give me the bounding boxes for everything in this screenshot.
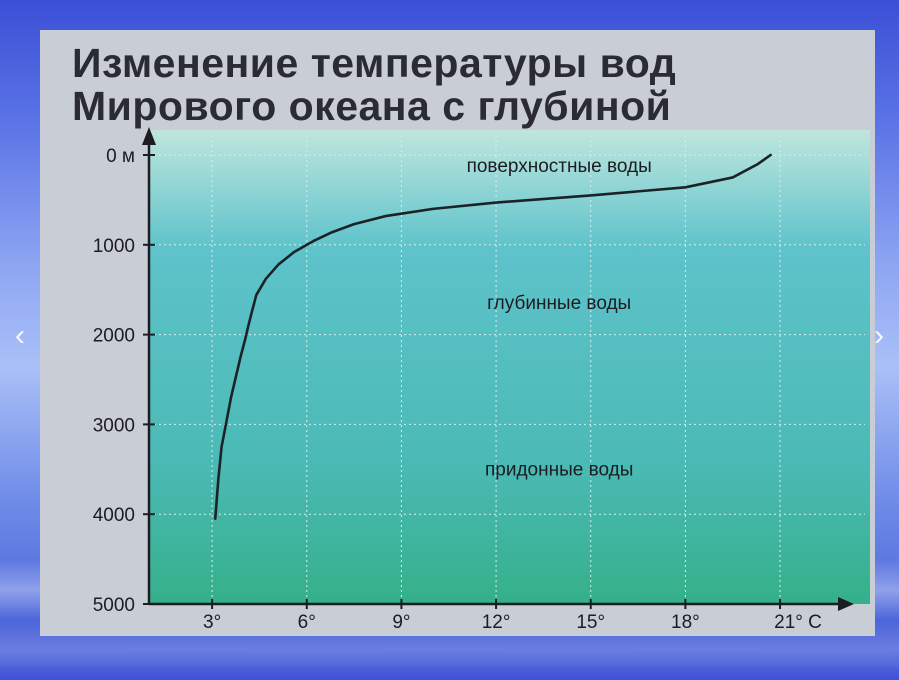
y-tick-label: 4000 bbox=[93, 505, 135, 526]
chart-plot: 3° 6° 9° 12° 15° 18° 21° C 0 м 1000 2000 3000 4000 5… bbox=[93, 127, 870, 633]
chevron-right-icon[interactable]: › bbox=[874, 319, 884, 352]
chart-figure: Изменение температуры вод Мирового океан… bbox=[40, 30, 875, 636]
chevron-left-icon[interactable]: ‹ bbox=[15, 319, 25, 352]
x-tick-label: 18° bbox=[671, 612, 700, 633]
x-tick-label: 12° bbox=[482, 612, 511, 633]
x-tick-label: 15° bbox=[576, 612, 605, 633]
y-axis-arrow bbox=[142, 127, 156, 145]
zone-label: глубинные воды bbox=[487, 293, 631, 314]
temperature-curve bbox=[213, 153, 772, 520]
chart-title-line-1: Изменение температуры вод bbox=[72, 40, 677, 86]
y-tick-label: 5000 bbox=[93, 595, 135, 616]
x-tick-label: 3° bbox=[203, 612, 221, 633]
x-tick-label: 21° C bbox=[774, 612, 822, 633]
y-tick-label: 1000 bbox=[93, 236, 135, 257]
chart-title: Изменение температуры вод Мирового океан… bbox=[72, 42, 872, 128]
plot-background bbox=[149, 130, 870, 604]
x-tick-label: 9° bbox=[392, 612, 410, 633]
y-tick-label: 2000 bbox=[93, 326, 135, 347]
zone-label: поверхностные воды bbox=[467, 156, 652, 177]
y-tick-label: 3000 bbox=[93, 415, 135, 436]
y-tick-label: 0 м bbox=[106, 146, 135, 167]
chart-title-line-2: Мирового океана с глубиной bbox=[72, 83, 672, 129]
x-axis-arrow bbox=[838, 597, 854, 611]
zone-label: придонные воды bbox=[485, 459, 633, 480]
x-tick-label: 6° bbox=[298, 612, 316, 633]
